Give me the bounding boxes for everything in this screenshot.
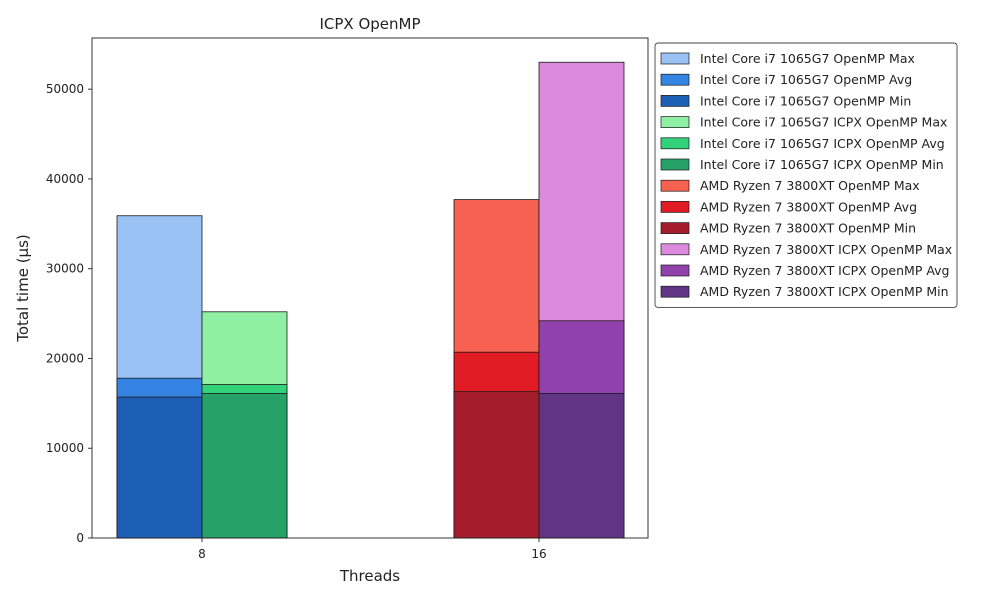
legend-label: Intel Core i7 1065G7 ICPX OpenMP Max [700,115,947,130]
legend-swatch [660,285,690,298]
bar-amd-ryzen-7-3800xt-openmp-min-16 [453,391,540,539]
legend-swatch [660,137,690,150]
plot-frame [91,37,649,539]
x-tick-label: 16 [531,547,546,561]
x-tick-label: 8 [198,547,206,561]
plot-area: 0 10000 20000 30000 40000 50000 8 16 [46,37,649,561]
legend-swatch [660,201,690,213]
legend-label: Intel Core i7 1065G7 OpenMP Max [700,51,915,66]
y-tick-label: 20000 [46,351,84,365]
legend-swatch [660,222,690,234]
legend-label: AMD Ryzen 7 3800XT ICPX OpenMP Avg [700,263,950,278]
bar-intel-core-i7-1065g7-icpx-openmp-min-8 [201,393,288,539]
legend-swatch [660,179,690,192]
bar-intel-core-i7-1065g7-openmp-min-8 [116,396,203,539]
y-tick-label: 40000 [46,172,84,186]
legend-label: AMD Ryzen 7 3800XT OpenMP Min [700,221,916,236]
chart-title: ICPX OpenMP [319,15,420,33]
legend-label: Intel Core i7 1065G7 OpenMP Min [700,93,911,108]
legend-label: AMD Ryzen 7 3800XT OpenMP Max [700,178,920,193]
legend-label: Intel Core i7 1065G7 ICPX OpenMP Min [700,157,944,172]
legend-label: AMD Ryzen 7 3800XT ICPX OpenMP Max [700,242,952,257]
y-tick-label: 10000 [46,441,84,455]
legend-label: Intel Core i7 1065G7 ICPX OpenMP Avg [700,136,945,151]
x-axis-label: Threads [339,567,400,585]
legend-swatch [660,264,690,277]
legend-swatch [660,158,690,171]
y-axis-label: Total time (µs) [14,234,32,343]
legend-label: Intel Core i7 1065G7 OpenMP Avg [700,72,912,87]
legend-swatch [660,52,690,65]
y-tick-label: 30000 [46,262,84,276]
legend-label: AMD Ryzen 7 3800XT OpenMP Avg [700,199,917,214]
y-tick-label: 50000 [46,82,84,96]
legend-box [654,42,958,308]
legend-swatch [660,95,690,107]
legend-swatch [660,116,690,128]
legend: Intel Core i7 1065G7 OpenMP Max Intel Cor… [654,42,958,308]
legend-swatch [660,73,690,86]
bar-amd-ryzen-7-3800xt-icpx-openmp-min-16 [538,393,625,539]
y-tick-label: 0 [76,531,84,545]
legend-swatch [660,243,690,256]
legend-label: AMD Ryzen 7 3800XT ICPX OpenMP Min [700,284,949,299]
